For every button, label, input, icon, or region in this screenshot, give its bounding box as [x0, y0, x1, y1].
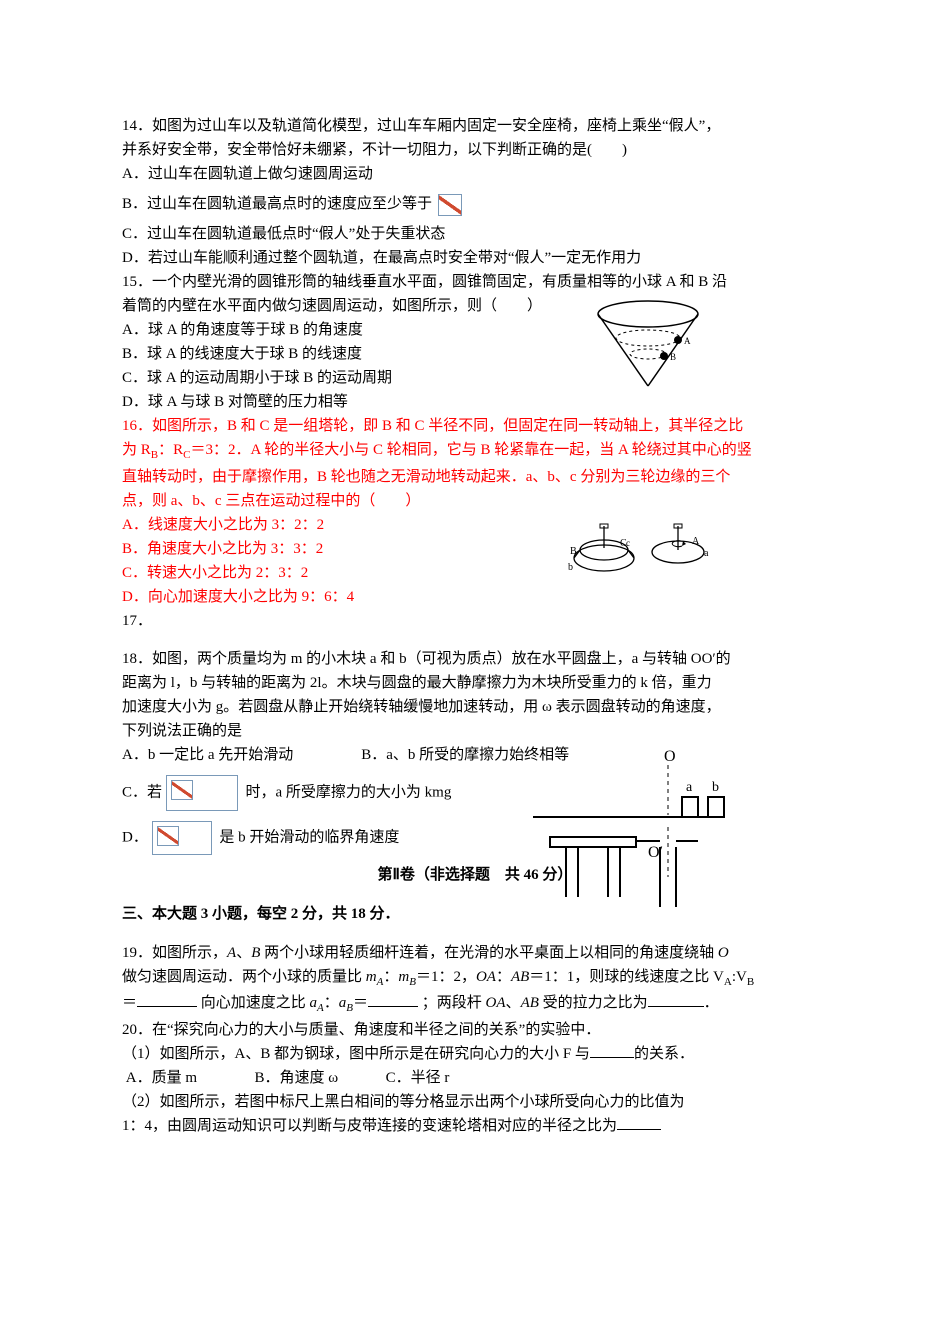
svg-text:A: A	[692, 536, 700, 547]
blank-input[interactable]	[617, 1114, 661, 1130]
q15-opt-d: D．球 A 与球 B 对筒壁的压力相等	[122, 390, 828, 414]
q20-opt-a: A．质量 m	[126, 1070, 197, 1086]
broken-image-icon	[166, 775, 238, 811]
q16-stem-line1: 16．如图所示，B 和 C 是一组塔轮，即 B 和 C 半径不同，但固定在同一转…	[122, 414, 828, 438]
q18-stem-line3: 加速度大小为 g。若圆盘从静止开始绕转轴缓慢地加速转动，用 ω 表示圆盘转动的角…	[122, 695, 828, 719]
q19-line3: ＝ 向心加速度之比 aA：aB＝ ；两段杆 OA、AB 受的拉力之比为．	[122, 991, 828, 1018]
wheels-figure: B b C c a A	[566, 510, 716, 590]
q14-opt-b: B．过山车在圆轨道最高点时的速度应至少等于	[122, 192, 828, 216]
q16-opt-b: B．角速度大小之比为 3：3：2	[122, 537, 828, 561]
q16-stem-line2: 为 RB：RC＝3：2．A 轮的半径大小与 C 轮相同，它与 B 轮紧靠在一起，…	[122, 438, 828, 465]
q18-stem-line1: 18．如图，两个质量均为 m 的小木块 a 和 b（可视为质点）放在水平圆盘上，…	[122, 647, 828, 671]
q16-opt-c: C．转速大小之比为 2：3：2	[122, 561, 828, 585]
q20-p1: （1）如图所示，A、B 都为钢球，图中所示是在研究向心力的大小 F 与的关系．	[122, 1042, 828, 1066]
blank-input[interactable]	[648, 991, 704, 1007]
q20-p3: 1：4，由圆周运动知识可以判断与皮带连接的变速轮塔相对应的半径之比为	[122, 1114, 828, 1138]
q14-opt-a: A．过山车在圆轨道上做匀速圆周运动	[122, 162, 828, 186]
question-18: 18．如图，两个质量均为 m 的小木块 a 和 b（可视为质点）放在水平圆盘上，…	[122, 647, 828, 857]
svg-text:a: a	[704, 548, 709, 559]
q20-stem: 20．在“探究向心力的大小与质量、角速度和半径之间的关系”的实验中．	[122, 1018, 828, 1042]
q16-stem-line4: 点，则 a、b、c 三点在运动过程中的（ ）	[122, 489, 828, 513]
q15-opt-b: B．球 A 的线速度大于球 B 的线速度	[122, 342, 828, 366]
q15-stem-line2: 着筒的内壁在水平面内做匀速圆周运动，如图所示，则（ ）	[122, 294, 828, 318]
question-16: 16．如图所示，B 和 C 是一组塔轮，即 B 和 C 半径不同，但固定在同一转…	[122, 414, 828, 609]
cone-figure: A B	[588, 296, 708, 396]
svg-text:A: A	[684, 336, 691, 346]
exam-page: 14．如图为过山车以及轨道简化模型，过山车车厢内固定一安全座椅，座椅上乘坐“假人…	[0, 0, 950, 1344]
svg-text:c: c	[626, 538, 630, 548]
q14-opt-d: D．若过山车能顺利通过整个圆轨道，在最高点时安全带对“假人”一定无作用力	[122, 246, 828, 270]
question-19: 19．如图所示，A、B 两个小球用轻质细杆连着，在光滑的水平桌面上以相同的角速度…	[122, 941, 828, 1018]
q15-opt-c: C．球 A 的运动周期小于球 B 的运动周期	[122, 366, 828, 390]
q18-opt-a: A．b 一定比 a 先开始滑动	[122, 743, 293, 767]
blank-input[interactable]	[137, 991, 197, 1007]
q18-stem-line4: 下列说法正确的是	[122, 719, 828, 743]
svg-text:B: B	[670, 352, 676, 362]
svg-text:b: b	[712, 780, 719, 795]
q19-line1: 19．如图所示，A、B 两个小球用轻质细杆连着，在光滑的水平桌面上以相同的角速度…	[122, 941, 828, 965]
q20-opts: A．质量 m B．角速度 ω C．半径 r	[122, 1066, 828, 1090]
q19-line2: 做匀速圆周运动．两个小球的质量比 mA：mB＝1：2，OA：AB＝1：1，则球的…	[122, 965, 828, 992]
q16-opt-d: D．向心加速度大小之比为 9：6：4	[122, 585, 828, 609]
q16-stem-line3: 直轴转动时，由于摩擦作用，B 轮也随之无滑动地转动起来．a、b、c 分别为三轮边…	[122, 465, 828, 489]
q20-p2: （2）如图所示，若图中标尺上黑白相间的等分格显示出两个小球所受向心力的比值为	[122, 1090, 828, 1114]
question-20: 20．在“探究向心力的大小与质量、角速度和半径之间的关系”的实验中． （1）如图…	[122, 1018, 828, 1138]
q17-label: 17．	[122, 609, 828, 633]
svg-text:O′: O′	[648, 844, 663, 861]
blank-input[interactable]	[590, 1042, 634, 1058]
svg-text:a: a	[686, 780, 693, 795]
q15-opt-a: A．球 A 的角速度等于球 B 的角速度	[122, 318, 828, 342]
disk-figure: O a b O′	[528, 747, 728, 917]
q20-opt-b: B．角速度 ω	[255, 1070, 339, 1086]
broken-image-icon	[152, 821, 212, 855]
q18-opt-d-pre: D．	[122, 829, 148, 845]
q14-opt-b-text: B．过山车在圆轨道最高点时的速度应至少等于	[122, 196, 432, 212]
q18-opt-d-post: 是 b 开始滑动的临界角速度	[219, 829, 399, 845]
q18-stem-line2: 距离为 l，b 与转轴的距离为 2l。木块与圆盘的最大静摩擦力为木块所受重力的 …	[122, 671, 828, 695]
broken-image-icon	[438, 194, 462, 216]
q14-stem-line2: 并系好安全带，安全带恰好未绷紧，不计一切阻力，以下判断正确的是( )	[122, 138, 828, 162]
q15-stem-line1: 15．一个内壁光滑的圆锥形筒的轴线垂直水平面，圆锥筒固定，有质量相等的小球 A …	[122, 270, 828, 294]
svg-text:O: O	[664, 748, 676, 765]
q18-opt-c-post: 时，a 所受摩擦力的大小为 kmg	[246, 784, 452, 800]
question-14: 14．如图为过山车以及轨道简化模型，过山车车厢内固定一安全座椅，座椅上乘坐“假人…	[122, 114, 828, 270]
blank-input[interactable]	[368, 991, 418, 1007]
q18-opt-c-pre: C．若	[122, 784, 162, 800]
svg-text:B: B	[570, 546, 577, 557]
question-17: 17．	[122, 609, 828, 633]
question-15: 15．一个内壁光滑的圆锥形筒的轴线垂直水平面，圆锥筒固定，有质量相等的小球 A …	[122, 270, 828, 414]
q20-opt-c: C．半径 r	[386, 1070, 450, 1086]
svg-text:b: b	[568, 562, 573, 573]
q14-stem-line1: 14．如图为过山车以及轨道简化模型，过山车车厢内固定一安全座椅，座椅上乘坐“假人…	[122, 114, 828, 138]
q14-opt-c: C．过山车在圆轨道最低点时“假人”处于失重状态	[122, 222, 828, 246]
q16-opt-a: A．线速度大小之比为 3：2：2	[122, 513, 828, 537]
